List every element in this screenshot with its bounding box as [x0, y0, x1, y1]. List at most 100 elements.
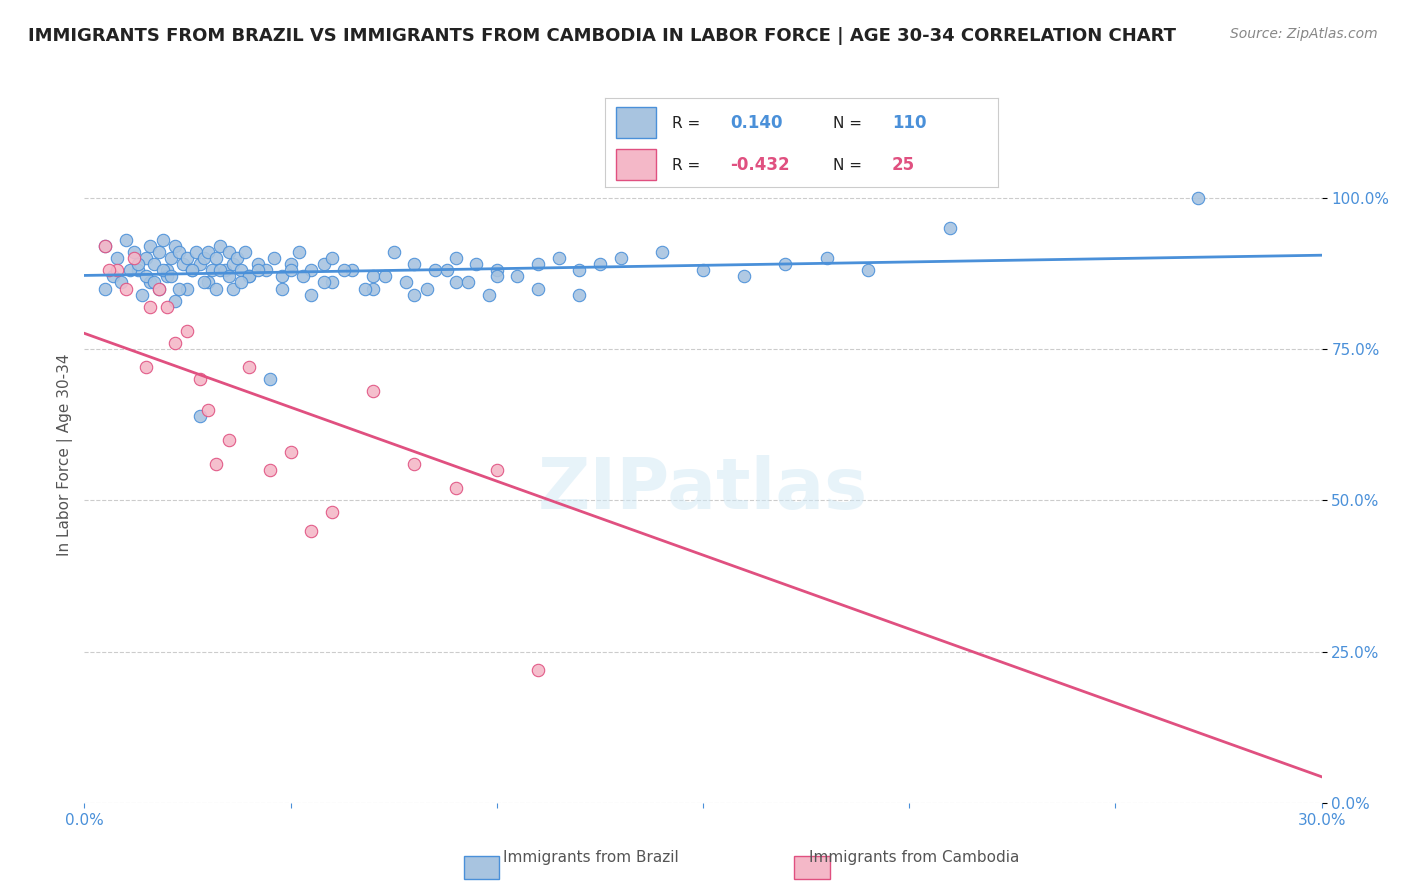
Point — [229, 263, 252, 277]
FancyBboxPatch shape — [616, 107, 655, 138]
Text: Source: ZipAtlas.com: Source: ZipAtlas.com — [1230, 27, 1378, 41]
Point — [160, 252, 183, 266]
Point — [651, 245, 673, 260]
Point — [238, 360, 260, 375]
Point — [271, 269, 294, 284]
Point — [263, 252, 285, 266]
Point — [167, 281, 190, 295]
Point — [114, 233, 136, 247]
Point — [246, 263, 269, 277]
Point — [856, 263, 879, 277]
Point — [299, 524, 322, 538]
Point — [197, 276, 219, 290]
Point — [139, 239, 162, 253]
Point — [209, 263, 232, 277]
Point — [527, 257, 550, 271]
Point — [404, 457, 426, 471]
Point — [321, 276, 343, 290]
Point — [733, 269, 755, 284]
Point — [148, 281, 170, 295]
Point — [254, 263, 277, 277]
Point — [156, 269, 179, 284]
Point — [229, 276, 252, 290]
Point — [218, 433, 240, 447]
Point — [246, 257, 269, 271]
Point — [197, 402, 219, 417]
Point — [152, 233, 174, 247]
Text: N =: N = — [832, 116, 866, 130]
Point — [176, 324, 198, 338]
Point — [193, 252, 215, 266]
Point — [184, 245, 207, 260]
Point — [193, 276, 215, 290]
Point — [477, 287, 499, 301]
Point — [485, 463, 508, 477]
Point — [299, 287, 322, 301]
Point — [205, 281, 228, 295]
Point — [135, 269, 157, 284]
Point — [353, 281, 375, 295]
Point — [205, 457, 228, 471]
Point — [176, 252, 198, 266]
Y-axis label: In Labor Force | Age 30-34: In Labor Force | Age 30-34 — [58, 353, 73, 557]
Point — [374, 269, 396, 284]
Point — [127, 257, 149, 271]
Point — [547, 252, 569, 266]
Point — [205, 252, 228, 266]
Point — [280, 263, 302, 277]
Point — [176, 281, 198, 295]
Point — [233, 245, 256, 260]
Point — [288, 245, 311, 260]
Point — [180, 263, 202, 277]
Point — [218, 245, 240, 260]
Point — [135, 252, 157, 266]
Point — [110, 276, 132, 290]
Point — [156, 263, 179, 277]
Point — [312, 276, 335, 290]
Point — [299, 263, 322, 277]
Point — [188, 257, 211, 271]
Text: Immigrants from Cambodia: Immigrants from Cambodia — [808, 850, 1019, 865]
Point — [457, 276, 479, 290]
Point — [122, 245, 145, 260]
Point — [94, 239, 117, 253]
Point — [939, 221, 962, 235]
Point — [415, 281, 437, 295]
Point — [131, 287, 153, 301]
Point — [127, 263, 149, 277]
Point — [321, 505, 343, 519]
Point — [226, 252, 249, 266]
Point — [180, 263, 202, 277]
Point — [160, 269, 183, 284]
Point — [280, 445, 302, 459]
Point — [423, 263, 446, 277]
Point — [568, 263, 591, 277]
Point — [342, 263, 364, 277]
FancyBboxPatch shape — [616, 149, 655, 180]
Text: 0.140: 0.140 — [731, 114, 783, 132]
Point — [395, 276, 418, 290]
Point — [568, 287, 591, 301]
Point — [188, 409, 211, 423]
Point — [197, 245, 219, 260]
Point — [165, 239, 187, 253]
Point — [98, 263, 121, 277]
Point — [333, 263, 356, 277]
Point — [114, 281, 136, 295]
Point — [172, 257, 194, 271]
Point — [815, 252, 838, 266]
Point — [485, 263, 508, 277]
Point — [259, 372, 281, 386]
Text: 110: 110 — [891, 114, 927, 132]
Point — [201, 263, 224, 277]
Point — [143, 276, 166, 290]
Point — [122, 252, 145, 266]
Point — [291, 269, 314, 284]
Point — [312, 257, 335, 271]
Point — [222, 257, 245, 271]
Point — [238, 269, 260, 284]
Point — [271, 281, 294, 295]
Point — [444, 276, 467, 290]
Text: R =: R = — [672, 116, 704, 130]
Point — [105, 263, 128, 277]
